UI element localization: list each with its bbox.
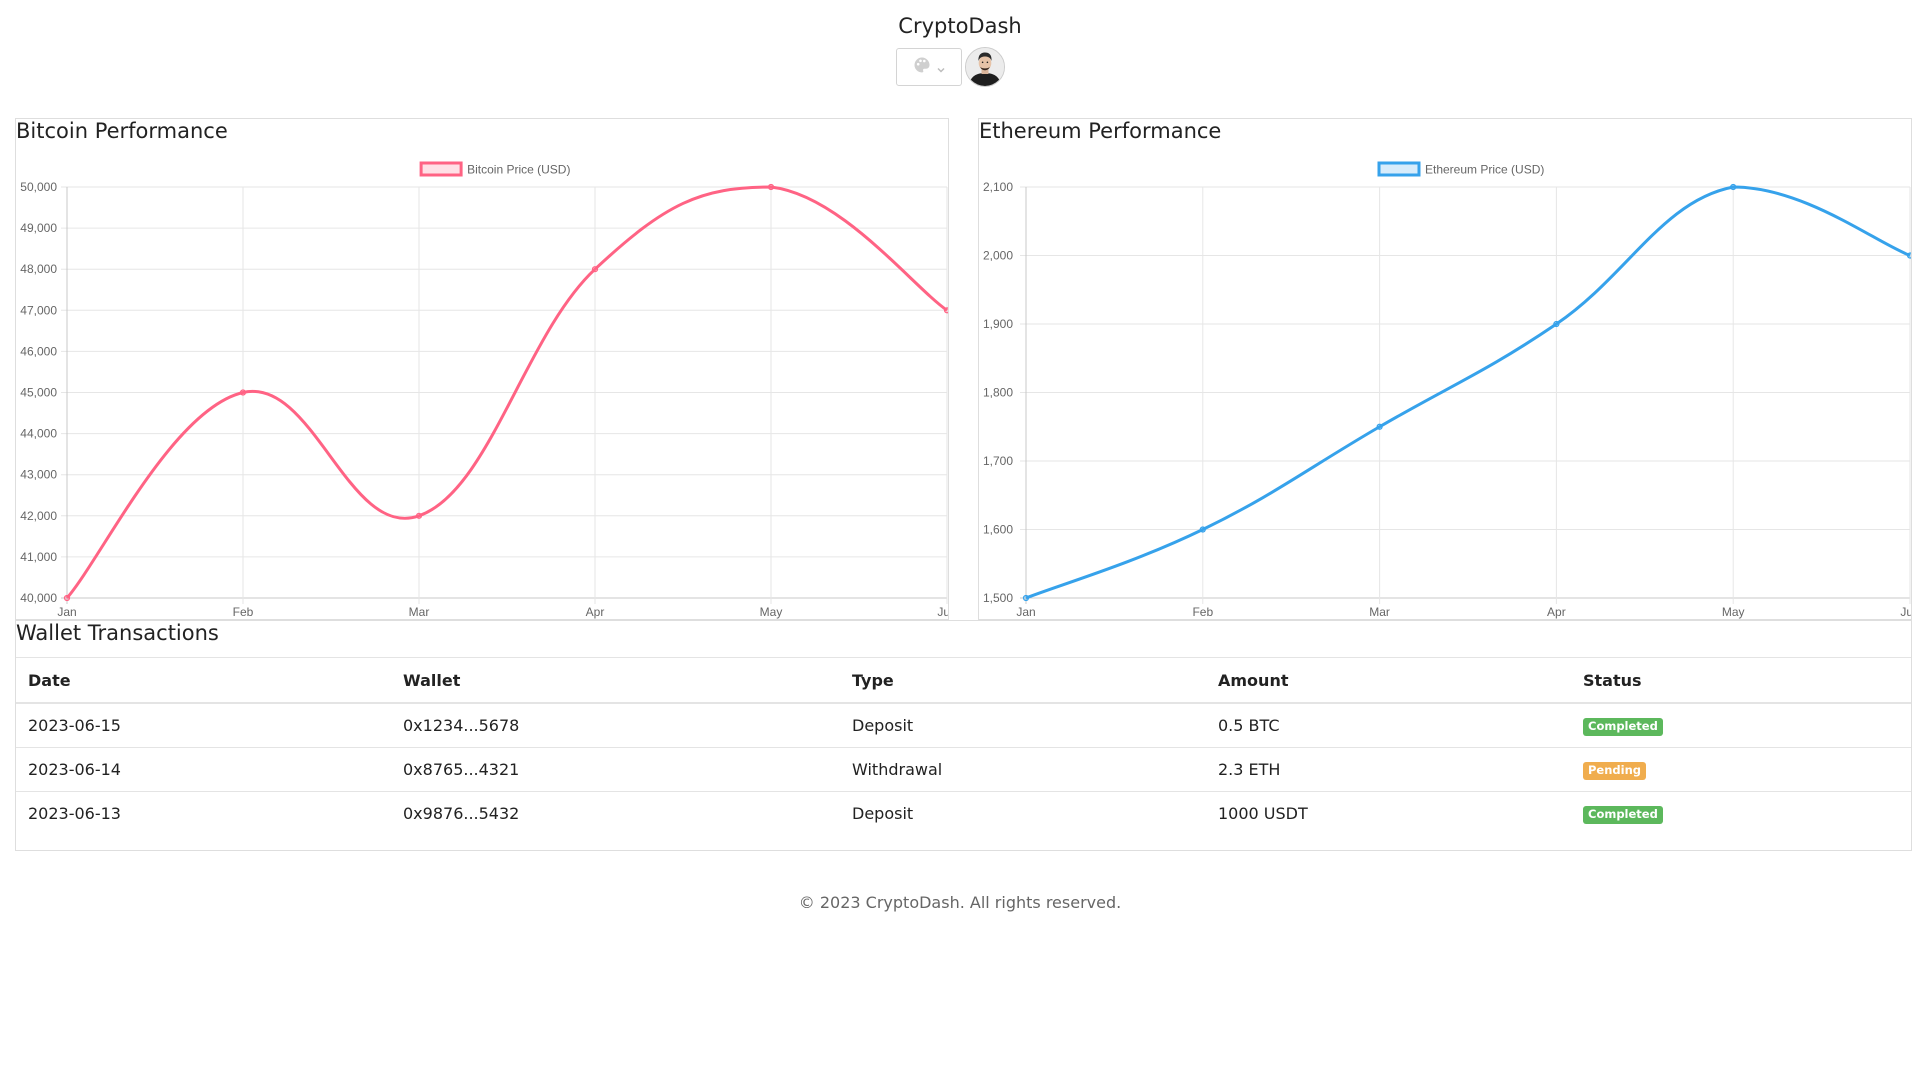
cell-wallet: 0x9876...5432 <box>403 804 520 823</box>
bitcoin-chart-title: Bitcoin Performance <box>16 119 228 143</box>
status-badge: Completed <box>1583 806 1663 824</box>
legend-label: Ethereum Price (USD) <box>1425 163 1544 177</box>
cell-wallet: 0x1234...5678 <box>391 703 840 748</box>
cell-amount: 0.5 BTC <box>1206 703 1571 748</box>
column-header-amount: Amount <box>1206 657 1571 704</box>
transactions-title: Wallet Transactions <box>16 621 219 645</box>
y-tick-label: 1,700 <box>983 454 1013 468</box>
x-tick-label: Jun <box>1900 605 1911 619</box>
y-tick-label: 45,000 <box>20 386 57 400</box>
y-tick-label: 2,100 <box>983 180 1013 194</box>
x-tick-label: Mar <box>1369 605 1390 619</box>
cell-wallet: 0x8765...4321 <box>391 747 840 792</box>
ethereum-chart-panel: Ethereum Performance Ethereum Price (USD… <box>978 118 1912 620</box>
cell-type: Deposit <box>840 703 1206 748</box>
app-title: CryptoDash <box>898 14 1022 38</box>
data-point[interactable] <box>767 183 775 191</box>
y-tick-label: 2,000 <box>983 249 1013 263</box>
user-avatar[interactable] <box>965 47 1005 87</box>
x-tick-label: Mar <box>409 605 430 619</box>
y-tick-label: 40,000 <box>20 591 57 605</box>
table-row: 2023-06-13 0x9876...5432 Deposit 1000 US… <box>16 792 1911 836</box>
header-controls <box>896 47 1005 87</box>
x-tick-label: May <box>760 605 783 619</box>
palette-icon <box>913 56 931 78</box>
table-header-row: Date Wallet Type Amount Status <box>16 657 1911 704</box>
data-point[interactable] <box>63 594 71 602</box>
bitcoin-chart-panel: Bitcoin Performance Bitcoin Price (USD) 4… <box>15 118 949 620</box>
data-point[interactable] <box>1376 423 1383 430</box>
data-point[interactable] <box>1730 183 1737 191</box>
data-point[interactable] <box>1553 320 1560 328</box>
transactions-panel: Wallet Transactions Date Wallet Type Amo… <box>15 620 1912 851</box>
x-tick-label: Jun <box>937 605 948 619</box>
cell-type: Withdrawal <box>840 747 1206 792</box>
cell-date: 2023-06-14 <box>16 747 391 792</box>
status-badge: Pending <box>1583 762 1647 780</box>
y-tick-label: 49,000 <box>20 221 57 235</box>
data-point[interactable] <box>943 307 949 314</box>
cell-status: Completed <box>1571 792 1911 836</box>
y-tick-label: 50,000 <box>20 180 57 194</box>
table-row: 2023-06-15 0x1234...5678 Deposit 0.5 BTC… <box>16 703 1911 748</box>
table-row: 2023-06-14 0x8765...4321 Withdrawal 2.3 … <box>16 747 1911 792</box>
y-tick-label: 1,500 <box>983 591 1013 605</box>
status-badge: Completed <box>1583 718 1663 736</box>
cell-type: Deposit <box>852 804 914 823</box>
column-header-wallet: Wallet <box>391 657 840 704</box>
x-tick-label: Feb <box>233 605 254 619</box>
chevron-down-icon <box>937 58 945 77</box>
cell-date: 2023-06-13 <box>28 804 121 823</box>
y-tick-label: 47,000 <box>20 303 57 317</box>
cell-amount: 2.3 ETH <box>1206 747 1571 792</box>
y-tick-label: 44,000 <box>20 427 57 441</box>
y-tick-label: 1,900 <box>983 317 1013 331</box>
series-line <box>1025 185 1911 600</box>
cell-status: Completed <box>1571 703 1911 748</box>
y-tick-label: 43,000 <box>20 468 57 482</box>
y-tick-label: 41,000 <box>20 550 57 564</box>
data-point[interactable] <box>1906 252 1912 259</box>
series-line <box>65 185 948 599</box>
y-tick-label: 1,800 <box>983 386 1013 400</box>
y-tick-label: 46,000 <box>20 344 57 358</box>
legend-label: Bitcoin Price (USD) <box>467 163 570 177</box>
cell-date: 2023-06-15 <box>16 703 391 748</box>
cell-amount: 1000 USDT <box>1218 804 1308 823</box>
data-point[interactable] <box>1199 526 1206 533</box>
column-header-type: Type <box>840 657 1206 704</box>
y-tick-label: 42,000 <box>20 509 57 523</box>
x-tick-label: Apr <box>586 605 605 619</box>
x-tick-label: Jan <box>1016 605 1035 619</box>
x-tick-label: Jan <box>57 605 76 619</box>
legend-swatch <box>1377 161 1421 177</box>
transactions-table: Date Wallet Type Amount Status 2023-06-1… <box>16 657 1911 835</box>
ethereum-line-chart: Ethereum Price (USD) 1,500 1,600 1,700 1,800… <box>983 161 1912 619</box>
ethereum-chart-title: Ethereum Performance <box>979 119 1222 143</box>
bitcoin-line-chart: Bitcoin Price (USD) 40,000 41,000 42,000 43,… <box>20 161 949 619</box>
x-tick-label: Feb <box>1192 605 1213 619</box>
y-tick-label: 1,600 <box>983 523 1013 537</box>
data-point[interactable] <box>1022 594 1030 602</box>
data-point[interactable] <box>591 266 599 273</box>
x-tick-label: Apr <box>1547 605 1566 619</box>
x-tick-label: May <box>1722 605 1745 619</box>
footer-copyright: © 2023 CryptoDash. All rights reserved. <box>798 893 1122 912</box>
y-tick-label: 48,000 <box>20 262 57 276</box>
chart-legend[interactable]: Ethereum Price (USD) <box>1377 161 1544 177</box>
cell-status: Pending <box>1571 747 1911 792</box>
data-point[interactable] <box>239 389 247 396</box>
column-header-status: Status <box>1571 657 1911 704</box>
column-header-date: Date <box>16 657 391 704</box>
theme-switcher-button[interactable] <box>896 48 962 86</box>
legend-swatch <box>419 161 463 177</box>
data-point[interactable] <box>415 512 423 519</box>
chart-legend[interactable]: Bitcoin Price (USD) <box>419 161 570 177</box>
